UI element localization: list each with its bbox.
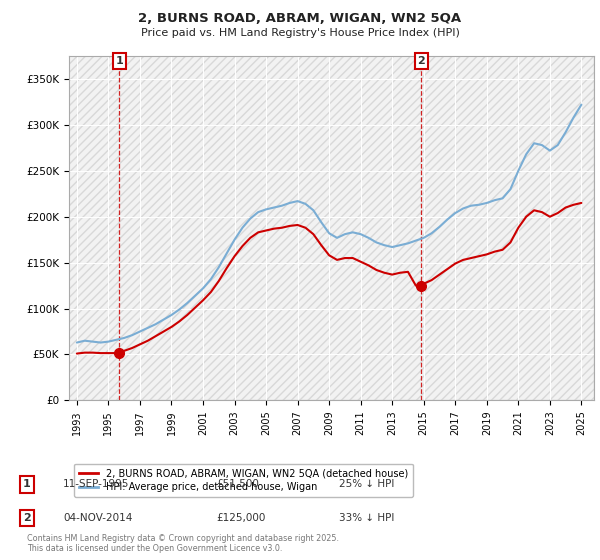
Text: 25% ↓ HPI: 25% ↓ HPI <box>339 479 394 489</box>
Text: 33% ↓ HPI: 33% ↓ HPI <box>339 513 394 523</box>
Text: 2: 2 <box>418 56 425 66</box>
Text: Contains HM Land Registry data © Crown copyright and database right 2025.
This d: Contains HM Land Registry data © Crown c… <box>27 534 339 553</box>
Text: £51,500: £51,500 <box>216 479 259 489</box>
Text: 1: 1 <box>116 56 124 66</box>
Text: Price paid vs. HM Land Registry's House Price Index (HPI): Price paid vs. HM Land Registry's House … <box>140 28 460 38</box>
Text: 04-NOV-2014: 04-NOV-2014 <box>63 513 133 523</box>
Text: 2: 2 <box>23 513 31 523</box>
Text: £125,000: £125,000 <box>216 513 265 523</box>
Text: 2, BURNS ROAD, ABRAM, WIGAN, WN2 5QA: 2, BURNS ROAD, ABRAM, WIGAN, WN2 5QA <box>139 12 461 25</box>
Text: 11-SEP-1995: 11-SEP-1995 <box>63 479 130 489</box>
Text: 1: 1 <box>23 479 31 489</box>
Legend: 2, BURNS ROAD, ABRAM, WIGAN, WN2 5QA (detached house), HPI: Average price, detac: 2, BURNS ROAD, ABRAM, WIGAN, WN2 5QA (de… <box>74 464 413 497</box>
